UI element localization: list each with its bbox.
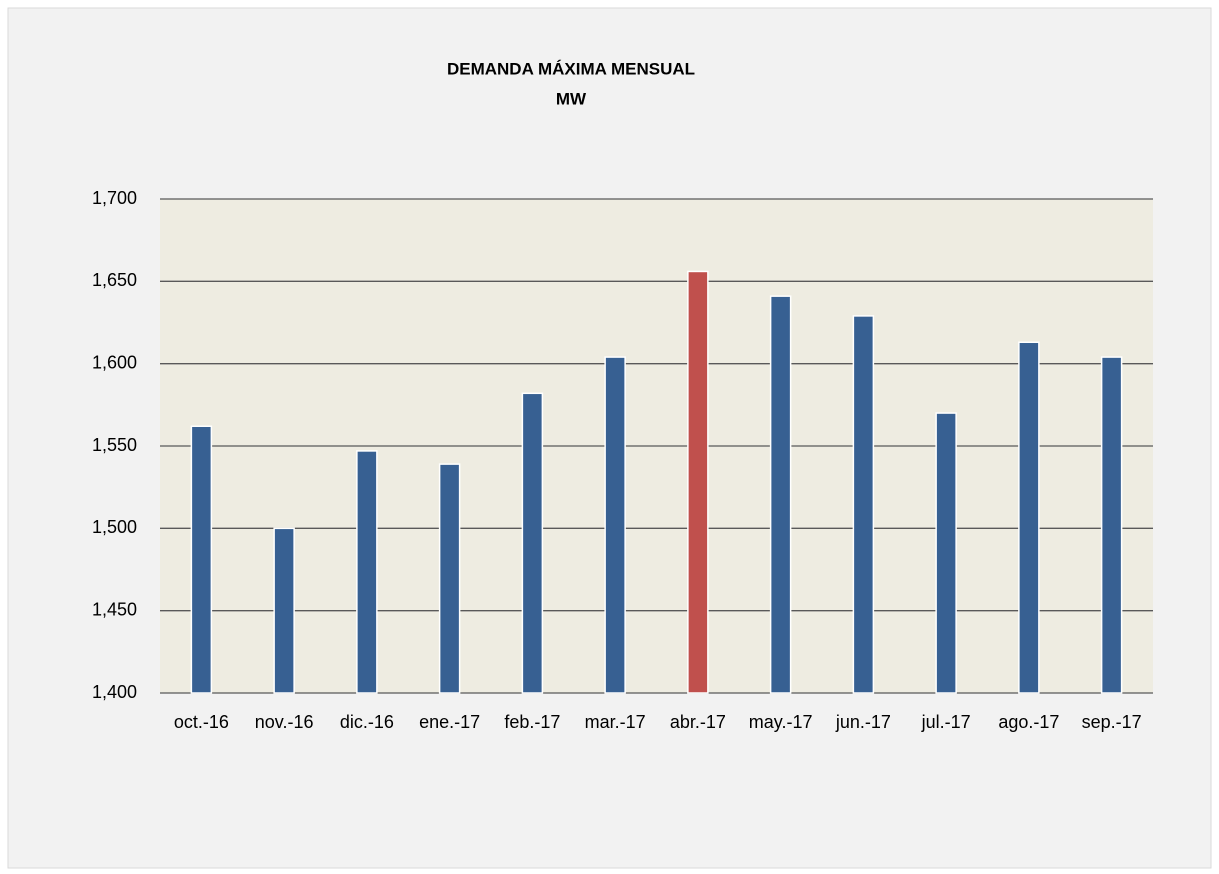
x-tick-label: ago.-17 bbox=[998, 712, 1059, 732]
bar bbox=[1100, 356, 1123, 694]
bar bbox=[687, 270, 709, 694]
bar bbox=[521, 392, 544, 694]
bar bbox=[438, 463, 461, 694]
chart-subtitle: MW bbox=[556, 89, 587, 108]
x-tick-label: abr.-17 bbox=[670, 712, 726, 732]
x-tick-label: jun.-17 bbox=[835, 712, 891, 732]
x-tick-label: oct.-16 bbox=[174, 712, 229, 732]
bar bbox=[273, 527, 295, 694]
y-tick-label: 1,700 bbox=[92, 188, 137, 208]
bar bbox=[769, 295, 792, 694]
y-tick-label: 1,400 bbox=[92, 682, 137, 702]
y-tick-label: 1,600 bbox=[92, 352, 137, 372]
x-tick-label: dic.-16 bbox=[340, 712, 394, 732]
y-tick-label: 1,500 bbox=[92, 517, 137, 537]
x-tick-label: mar.-17 bbox=[585, 712, 646, 732]
chart-title: DEMANDA MÁXIMA MENSUAL bbox=[447, 59, 695, 78]
x-tick-label: feb.-17 bbox=[504, 712, 560, 732]
y-tick-label: 1,650 bbox=[92, 270, 137, 290]
x-tick-label: may.-17 bbox=[749, 712, 813, 732]
bar bbox=[935, 412, 957, 694]
x-tick-label: sep.-17 bbox=[1082, 712, 1142, 732]
y-tick-label: 1,550 bbox=[92, 435, 137, 455]
bar bbox=[356, 450, 378, 694]
x-tick-label: ene.-17 bbox=[419, 712, 480, 732]
bar bbox=[852, 315, 875, 694]
x-tick-label: jul.-17 bbox=[921, 712, 971, 732]
y-tick-label: 1,450 bbox=[92, 599, 137, 619]
bar bbox=[1018, 341, 1040, 694]
x-tick-label: nov.-16 bbox=[255, 712, 314, 732]
bar bbox=[190, 425, 213, 694]
bar bbox=[604, 356, 626, 694]
